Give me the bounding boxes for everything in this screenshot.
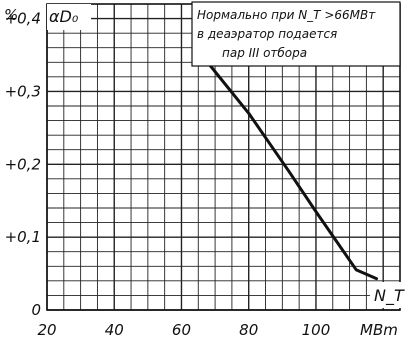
y-label-bg (47, 4, 91, 30)
x-tick-label: 40 (105, 321, 124, 339)
x-label-bg (370, 282, 402, 308)
x-tick-labels: 20 40 60 80 100 (37, 321, 330, 339)
y-axis-label: αD₀ (49, 7, 79, 26)
annotation-line-1: Нормально при N_T >66МВт (197, 8, 376, 22)
annotation-line-3: пар III отбора (222, 46, 307, 60)
x-tick-label: 80 (239, 321, 258, 339)
y-tick-label: +0,3 (5, 82, 41, 100)
y-axis-unit: % (4, 6, 18, 24)
x-tick-label: 60 (172, 321, 191, 339)
x-axis-unit: MBm (360, 321, 398, 339)
x-tick-label: 100 (302, 321, 331, 339)
x-tick-label: 20 (37, 321, 56, 339)
y-tick-label: +0,2 (5, 155, 41, 173)
annotation-line-2: в деаэратор подается (197, 27, 337, 41)
y-tick-label: +0,1 (5, 228, 41, 246)
y-tick-label: 0 (31, 301, 41, 319)
annotation-box (191, 1, 401, 67)
y-tick-label: +0,4 (5, 10, 41, 28)
series-line (200, 53, 378, 281)
x-axis-label: N_T (374, 286, 405, 306)
y-tick-labels: 0 +0,1 +0,2 +0,3 +0,4 (5, 10, 41, 319)
series-group (200, 53, 378, 281)
